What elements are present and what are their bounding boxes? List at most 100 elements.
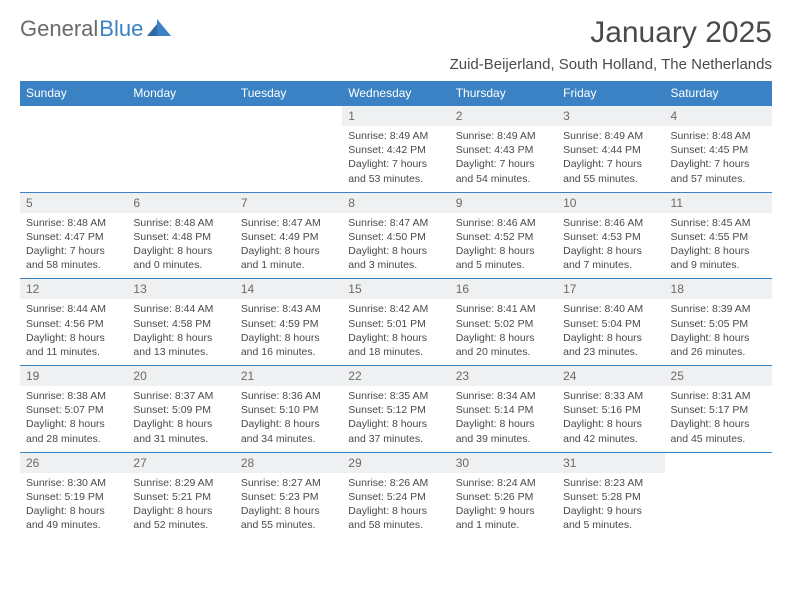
day-details: Sunrise: 8:48 AMSunset: 4:45 PMDaylight:… [665,126,772,192]
day-daylight2: and 39 minutes. [456,432,551,446]
day-daylight2: and 55 minutes. [563,172,658,186]
brand-text-2: Blue [99,16,143,42]
calendar-cell: 14Sunrise: 8:43 AMSunset: 4:59 PMDayligh… [235,279,342,366]
day-details: Sunrise: 8:48 AMSunset: 4:47 PMDaylight:… [20,213,127,279]
day-sunset: Sunset: 5:14 PM [456,403,551,417]
day-daylight1: Daylight: 8 hours [348,244,443,258]
day-sunset: Sunset: 4:50 PM [348,230,443,244]
day-daylight2: and 16 minutes. [241,345,336,359]
day-daylight1: Daylight: 8 hours [133,504,228,518]
day-daylight2: and 57 minutes. [671,172,766,186]
calendar-cell: 16Sunrise: 8:41 AMSunset: 5:02 PMDayligh… [450,279,557,366]
day-daylight2: and 49 minutes. [26,518,121,532]
day-daylight2: and 34 minutes. [241,432,336,446]
day-details: Sunrise: 8:24 AMSunset: 5:26 PMDaylight:… [450,473,557,539]
calendar-cell [127,106,234,193]
weekday-header: Tuesday [235,81,342,106]
day-sunrise: Sunrise: 8:44 AM [133,302,228,316]
day-number: 2 [450,106,557,126]
calendar-cell: 1Sunrise: 8:49 AMSunset: 4:42 PMDaylight… [342,106,449,193]
day-sunset: Sunset: 5:05 PM [671,317,766,331]
day-details: Sunrise: 8:36 AMSunset: 5:10 PMDaylight:… [235,386,342,452]
day-daylight1: Daylight: 8 hours [348,504,443,518]
day-daylight1: Daylight: 7 hours [456,157,551,171]
day-number: 26 [20,453,127,473]
day-sunrise: Sunrise: 8:47 AM [241,216,336,230]
day-sunrise: Sunrise: 8:24 AM [456,476,551,490]
day-number: 31 [557,453,664,473]
day-number: 8 [342,193,449,213]
day-number: 22 [342,366,449,386]
day-daylight1: Daylight: 8 hours [348,331,443,345]
day-sunset: Sunset: 4:52 PM [456,230,551,244]
calendar-cell: 13Sunrise: 8:44 AMSunset: 4:58 PMDayligh… [127,279,234,366]
page-title: January 2025 [450,16,772,50]
day-sunset: Sunset: 4:48 PM [133,230,228,244]
weekday-header: Friday [557,81,664,106]
day-daylight1: Daylight: 8 hours [26,331,121,345]
day-daylight1: Daylight: 9 hours [456,504,551,518]
calendar-row: 26Sunrise: 8:30 AMSunset: 5:19 PMDayligh… [20,452,772,538]
day-daylight2: and 58 minutes. [26,258,121,272]
calendar-cell: 12Sunrise: 8:44 AMSunset: 4:56 PMDayligh… [20,279,127,366]
day-details: Sunrise: 8:46 AMSunset: 4:52 PMDaylight:… [450,213,557,279]
weekday-header: Thursday [450,81,557,106]
day-sunset: Sunset: 4:55 PM [671,230,766,244]
day-sunset: Sunset: 5:24 PM [348,490,443,504]
day-sunset: Sunset: 4:47 PM [26,230,121,244]
day-sunset: Sunset: 5:26 PM [456,490,551,504]
day-sunset: Sunset: 5:28 PM [563,490,658,504]
day-sunset: Sunset: 5:17 PM [671,403,766,417]
day-sunset: Sunset: 4:58 PM [133,317,228,331]
calendar-cell: 9Sunrise: 8:46 AMSunset: 4:52 PMDaylight… [450,192,557,279]
day-daylight1: Daylight: 8 hours [563,331,658,345]
day-sunset: Sunset: 5:04 PM [563,317,658,331]
day-sunrise: Sunrise: 8:49 AM [348,129,443,143]
calendar-cell: 4Sunrise: 8:48 AMSunset: 4:45 PMDaylight… [665,106,772,193]
day-number: 19 [20,366,127,386]
header: GeneralBlue January 2025 Zuid-Beijerland… [20,16,772,73]
calendar-cell: 28Sunrise: 8:27 AMSunset: 5:23 PMDayligh… [235,452,342,538]
day-number: 28 [235,453,342,473]
calendar-cell: 10Sunrise: 8:46 AMSunset: 4:53 PMDayligh… [557,192,664,279]
day-sunset: Sunset: 4:45 PM [671,143,766,157]
logo-triangles-icon [147,16,175,42]
day-details: Sunrise: 8:41 AMSunset: 5:02 PMDaylight:… [450,299,557,365]
calendar-cell: 30Sunrise: 8:24 AMSunset: 5:26 PMDayligh… [450,452,557,538]
calendar-cell: 11Sunrise: 8:45 AMSunset: 4:55 PMDayligh… [665,192,772,279]
calendar-row: 1Sunrise: 8:49 AMSunset: 4:42 PMDaylight… [20,106,772,193]
day-sunrise: Sunrise: 8:46 AM [456,216,551,230]
day-sunset: Sunset: 4:53 PM [563,230,658,244]
day-number: 3 [557,106,664,126]
day-daylight2: and 7 minutes. [563,258,658,272]
calendar-cell: 18Sunrise: 8:39 AMSunset: 5:05 PMDayligh… [665,279,772,366]
calendar-table: SundayMondayTuesdayWednesdayThursdayFrid… [20,81,772,538]
day-sunrise: Sunrise: 8:44 AM [26,302,121,316]
day-number: 17 [557,279,664,299]
day-number: 27 [127,453,234,473]
calendar-cell: 25Sunrise: 8:31 AMSunset: 5:17 PMDayligh… [665,366,772,453]
day-daylight1: Daylight: 7 hours [26,244,121,258]
day-daylight2: and 3 minutes. [348,258,443,272]
calendar-head: SundayMondayTuesdayWednesdayThursdayFrid… [20,81,772,106]
day-number: 21 [235,366,342,386]
day-daylight1: Daylight: 8 hours [26,504,121,518]
calendar-cell: 8Sunrise: 8:47 AMSunset: 4:50 PMDaylight… [342,192,449,279]
day-daylight1: Daylight: 8 hours [133,244,228,258]
day-daylight1: Daylight: 7 hours [671,157,766,171]
day-daylight2: and 58 minutes. [348,518,443,532]
day-daylight1: Daylight: 9 hours [563,504,658,518]
day-number: 7 [235,193,342,213]
day-sunrise: Sunrise: 8:38 AM [26,389,121,403]
day-number: 12 [20,279,127,299]
calendar-cell: 29Sunrise: 8:26 AMSunset: 5:24 PMDayligh… [342,452,449,538]
day-daylight2: and 5 minutes. [563,518,658,532]
day-daylight1: Daylight: 7 hours [348,157,443,171]
weekday-header: Saturday [665,81,772,106]
day-sunrise: Sunrise: 8:39 AM [671,302,766,316]
day-sunrise: Sunrise: 8:46 AM [563,216,658,230]
day-sunrise: Sunrise: 8:23 AM [563,476,658,490]
day-daylight2: and 23 minutes. [563,345,658,359]
day-sunset: Sunset: 5:16 PM [563,403,658,417]
day-number: 25 [665,366,772,386]
